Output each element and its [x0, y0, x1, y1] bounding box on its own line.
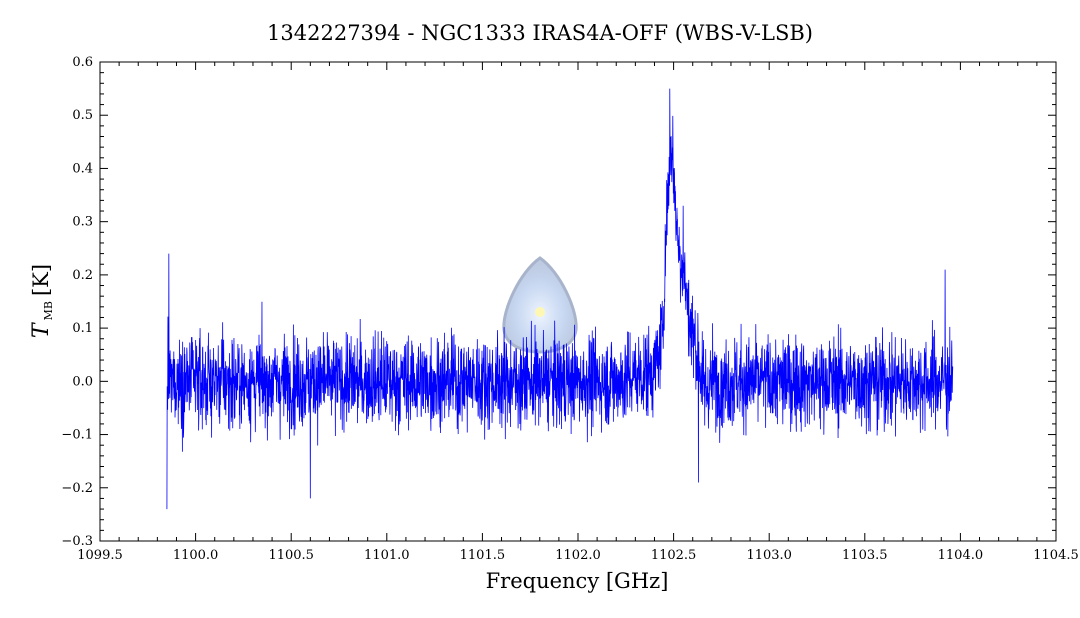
x-tick-label: 1101.0	[364, 548, 410, 563]
y-tick-label: 0.0	[72, 374, 93, 389]
y-axis-label: TMB [K]	[29, 264, 55, 338]
plot-area	[166, 88, 954, 510]
x-tick-label: 1104.5	[1033, 548, 1079, 563]
y-tick-label: 0.2	[72, 268, 93, 283]
plot-frame	[99, 61, 1057, 542]
x-tick-label: 1100.0	[173, 548, 219, 563]
watermark-star-icon	[535, 307, 545, 317]
y-axis: −0.3 −0.2 −0.1 0.0 0.1 0.2 0.3 0.4 0.5 0.6	[61, 55, 1056, 549]
y-tick-label: 0.1	[72, 321, 93, 336]
x-tick-label: 1103.0	[746, 548, 792, 563]
y-tick-label: −0.3	[61, 534, 93, 549]
x-tick-label: 1100.5	[268, 548, 314, 563]
y-tick-label: 0.5	[72, 108, 93, 123]
y-axis-label-unit: [K]	[29, 264, 53, 296]
y-axis-label-subscript: MB	[42, 301, 55, 320]
spectrum-series-line	[166, 88, 954, 510]
plot-border	[99, 61, 1057, 542]
y-tick-label: 0.6	[72, 55, 93, 70]
watermark-logo	[502, 256, 578, 354]
x-tick-label: 1102.5	[651, 548, 697, 563]
y-tick-label: −0.2	[61, 481, 93, 496]
x-tick-label: 1104.0	[938, 548, 984, 563]
chart-title: 1342227394 - NGC1333 IRAS4A-OFF (WBS-V-L…	[267, 21, 813, 45]
x-tick-label: 1101.5	[460, 548, 506, 563]
x-tick-label: 1099.5	[77, 548, 123, 563]
watermark-drop-icon	[502, 256, 578, 354]
x-tick-label: 1103.5	[842, 548, 888, 563]
y-axis-label-symbol: T	[29, 321, 54, 338]
x-axis: 1099.5 1100.0 1100.5 1101.0 1101.5 1102.0 1102…	[77, 62, 1079, 563]
y-tick-label: 0.4	[72, 161, 93, 176]
x-axis-label: Frequency [GHz]	[486, 569, 669, 593]
x-tick-label: 1102.0	[555, 548, 601, 563]
y-tick-label: −0.1	[61, 428, 93, 443]
y-tick-label: 0.3	[72, 215, 93, 230]
